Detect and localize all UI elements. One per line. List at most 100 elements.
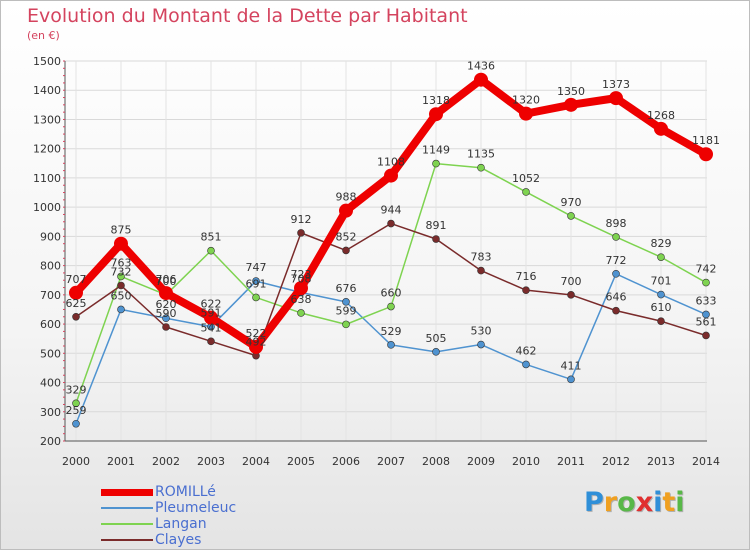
point-langan [477,163,485,172]
data-label-langan: 970 [561,196,582,209]
y-tick-label: 300 [40,406,61,419]
point-langan [567,212,575,220]
y-tick-label: 1100 [33,172,61,185]
point-pleumeleuc [72,419,80,428]
data-label-langan: 829 [651,237,672,250]
y-tick-label: 1300 [33,113,61,126]
data-label-romill-: 622 [201,298,222,311]
point-clayes [387,219,395,228]
point-langan [612,233,620,241]
data-label-clayes: 590 [156,307,177,320]
point-clayes [117,281,125,290]
y-tick-label: 200 [40,435,61,448]
data-label-clayes: 610 [651,301,672,314]
x-tick-label: 2008 [422,455,450,468]
point-clayes [72,312,80,321]
data-label-clayes: 944 [381,204,402,217]
data-label-langan: 691 [246,277,267,290]
point-pleumeleuc [522,360,530,369]
x-tick-label: 2004 [242,455,270,468]
point-pleumeleuc [567,375,575,384]
point-romill- [564,97,578,112]
data-label-langan: 742 [696,263,717,276]
point-romill- [159,286,173,301]
data-label-clayes: 561 [696,315,717,328]
legend: ROMILLé Pleumeleuc Langan Clayes [101,484,281,548]
point-romill- [429,107,443,122]
x-tick-label: 2011 [557,455,585,468]
point-clayes [522,286,530,294]
chart-title: Evolution du Montant de la Dette par Hab… [27,5,468,27]
x-tick-label: 2007 [377,455,405,468]
data-label-pleumeleuc: 701 [651,275,672,288]
point-langan [432,159,440,168]
logo-letter: i [653,487,663,518]
data-label-langan: 1135 [467,148,495,161]
data-label-romill-: 1108 [377,156,405,169]
data-label-pleumeleuc: 505 [426,332,447,345]
legend-item: Pleumeleuc [101,500,281,516]
point-pleumeleuc [387,341,395,349]
point-langan [522,188,530,196]
y-tick-label: 1000 [33,201,61,214]
y-tick-label: 1500 [33,55,61,68]
legend-swatch [101,539,153,541]
point-langan [72,399,80,408]
point-romill- [384,168,398,183]
data-label-clayes: 783 [471,251,492,264]
point-langan [702,278,710,287]
data-label-pleumeleuc: 259 [66,404,87,417]
data-label-romill-: 707 [66,273,87,286]
y-tick-label: 1200 [33,143,61,156]
data-label-pleumeleuc: 708 [291,273,312,286]
point-romill- [69,285,83,300]
x-tick-label: 2003 [197,455,225,468]
point-romill- [519,106,533,121]
data-label-romill-: 1318 [422,94,450,107]
legend-swatch [101,507,153,509]
y-tick-label: 600 [40,318,61,331]
data-label-romill-: 522 [246,327,267,340]
data-label-romill-: 1320 [512,94,540,107]
data-label-clayes: 912 [291,213,312,226]
data-label-langan: 763 [111,256,132,269]
logo-letter: o [617,487,636,518]
data-label-clayes: 646 [606,291,627,304]
y-tick-label: 900 [40,230,61,243]
y-tick-label: 700 [40,289,61,302]
data-label-pleumeleuc: 676 [336,282,357,295]
data-label-pleumeleuc: 650 [111,289,132,302]
logo-letter: x [635,487,654,518]
point-pleumeleuc [117,305,125,314]
point-langan [387,302,395,311]
point-romill- [114,236,128,251]
point-clayes [432,235,440,243]
point-pleumeleuc [432,348,440,356]
logo-letter: t [662,487,676,518]
legend-item: ROMILLé [101,484,281,500]
data-label-langan: 1052 [512,172,540,185]
data-label-romill-: 875 [111,224,132,237]
data-label-romill-: 706 [156,273,177,286]
point-pleumeleuc [612,269,620,278]
x-tick-label: 2012 [602,455,630,468]
y-tick-label: 1400 [33,84,61,97]
data-label-clayes: 891 [426,219,447,232]
point-pleumeleuc [702,310,710,319]
data-label-clayes: 625 [66,297,87,310]
point-romill- [204,310,218,325]
data-label-langan: 638 [291,293,312,306]
data-label-pleumeleuc: 747 [246,261,267,274]
data-label-langan: 700 [156,275,177,288]
data-label-romill-: 1373 [602,78,630,91]
data-label-clayes: 541 [201,321,222,334]
plot-area [65,61,707,441]
point-pleumeleuc [657,290,665,299]
legend-swatch [101,523,153,525]
data-label-langan: 898 [606,217,627,230]
data-label-langan: 1149 [422,144,450,157]
point-romill- [294,281,308,296]
data-label-pleumeleuc: 591 [201,307,222,320]
data-label-pleumeleuc: 633 [696,294,717,307]
data-label-pleumeleuc: 620 [156,298,177,311]
